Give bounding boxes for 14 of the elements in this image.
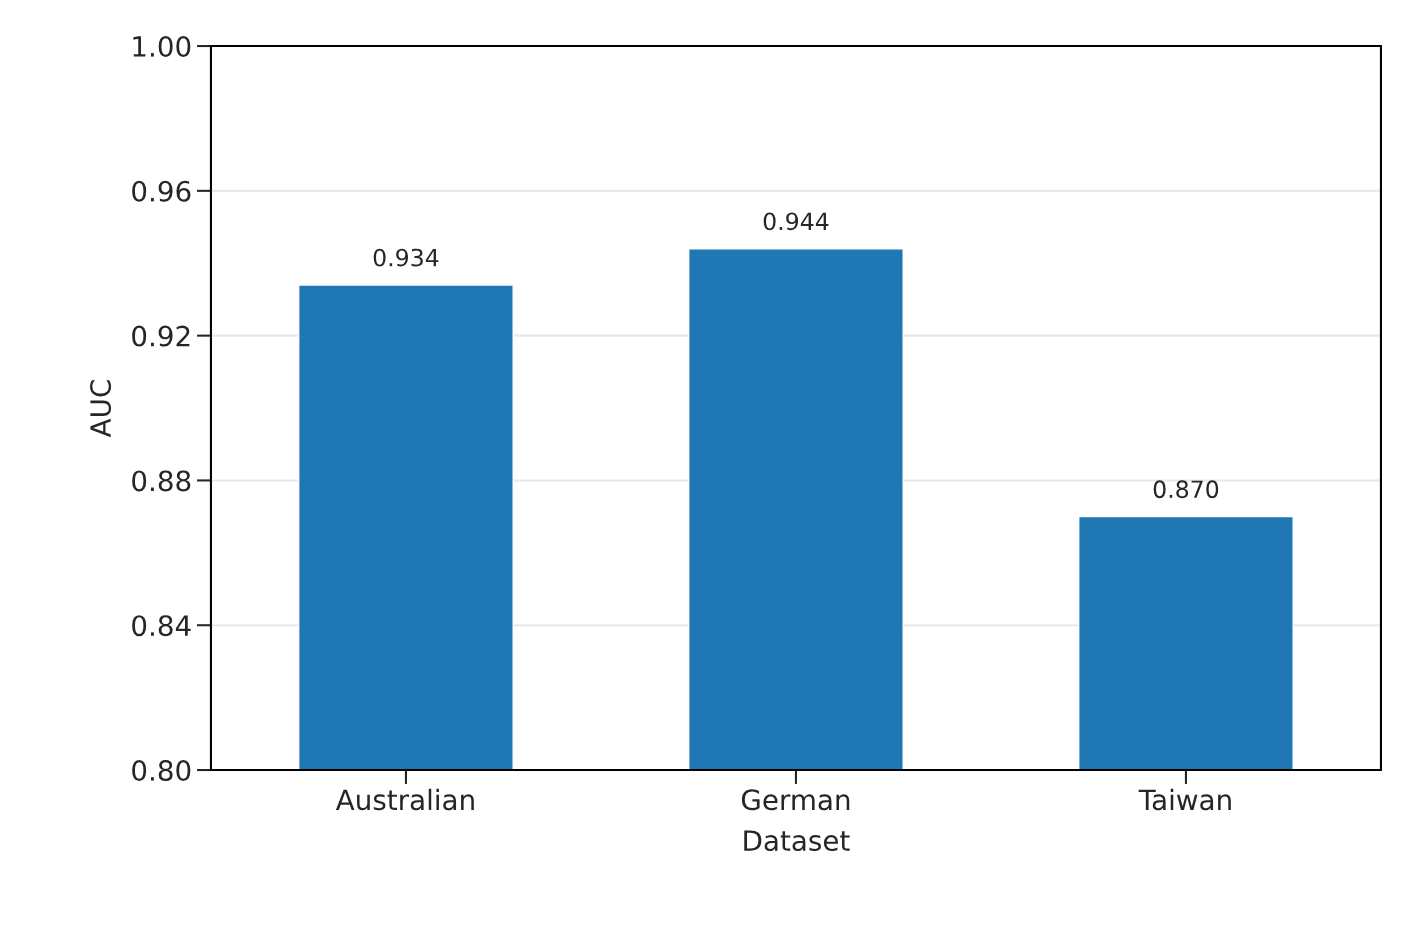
y-tick-label: 0.80 xyxy=(132,759,191,781)
data-label: 0.870 xyxy=(1153,480,1219,499)
x-axis-title: Dataset xyxy=(744,830,850,852)
y-tick-label: 1.00 xyxy=(133,35,191,57)
data-label: 0.944 xyxy=(763,212,829,231)
x-tick-label: German xyxy=(741,789,850,811)
y-axis-title: AUC xyxy=(90,380,112,438)
data-label: 0.934 xyxy=(373,248,439,267)
y-tick-label: 0.88 xyxy=(132,470,191,492)
x-tick-label: Taiwan xyxy=(1138,788,1231,811)
y-tick-label: 0.92 xyxy=(132,325,190,347)
x-tick-label: Australian xyxy=(335,788,474,811)
y-tick-label: 0.96 xyxy=(132,180,191,202)
y-tick-label: 0.84 xyxy=(132,615,191,637)
